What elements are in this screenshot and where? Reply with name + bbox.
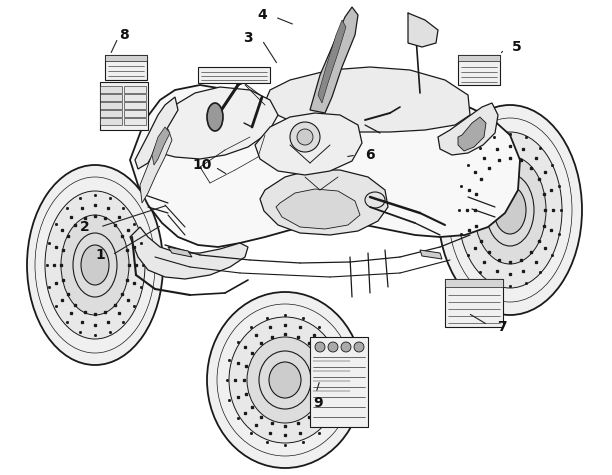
Polygon shape [130,227,248,279]
Ellipse shape [438,105,582,315]
Bar [105,55,147,80]
Bar [310,337,368,427]
Ellipse shape [61,215,129,315]
Text: 5: 5 [512,40,522,54]
Polygon shape [168,247,192,257]
Bar [105,55,147,61]
Text: 9: 9 [313,396,323,410]
Bar [100,102,122,109]
Bar [124,102,146,109]
Ellipse shape [45,191,145,339]
Polygon shape [260,170,388,235]
Polygon shape [310,7,358,113]
Text: 10: 10 [192,158,212,172]
Polygon shape [255,113,362,175]
Bar [124,110,146,117]
Bar [124,118,146,125]
Text: 3: 3 [243,31,253,45]
Ellipse shape [474,156,546,264]
Bar [100,82,148,130]
Ellipse shape [315,342,325,352]
Text: 4: 4 [257,8,267,22]
Ellipse shape [247,337,323,423]
Ellipse shape [354,342,364,352]
Text: 8: 8 [119,28,129,42]
Polygon shape [438,103,498,155]
Bar [445,279,503,327]
Text: 6: 6 [365,148,375,162]
Bar [124,86,146,93]
Ellipse shape [328,342,338,352]
Bar [100,118,122,125]
Ellipse shape [269,362,301,398]
Bar [100,110,122,117]
Ellipse shape [458,132,562,288]
Polygon shape [318,20,346,103]
Text: 7: 7 [497,320,507,334]
Ellipse shape [81,245,109,285]
Ellipse shape [207,103,223,131]
Polygon shape [140,129,172,203]
Polygon shape [130,85,520,247]
Polygon shape [265,67,470,132]
Text: 2: 2 [80,220,90,234]
Polygon shape [155,87,278,159]
Polygon shape [152,127,170,165]
Ellipse shape [494,186,526,234]
Polygon shape [276,189,360,229]
Bar [198,67,270,83]
Bar [445,279,503,287]
Ellipse shape [297,129,313,145]
Polygon shape [408,13,438,47]
Polygon shape [135,97,178,169]
Text: 1: 1 [95,248,105,262]
Polygon shape [458,117,486,151]
Ellipse shape [341,342,351,352]
Polygon shape [420,250,442,259]
Ellipse shape [27,165,163,365]
Bar [458,55,500,85]
Ellipse shape [207,292,363,468]
Bar [124,94,146,101]
Bar [100,94,122,101]
Ellipse shape [229,317,341,443]
Ellipse shape [290,122,320,152]
Bar [100,86,122,93]
Bar [458,55,500,61]
